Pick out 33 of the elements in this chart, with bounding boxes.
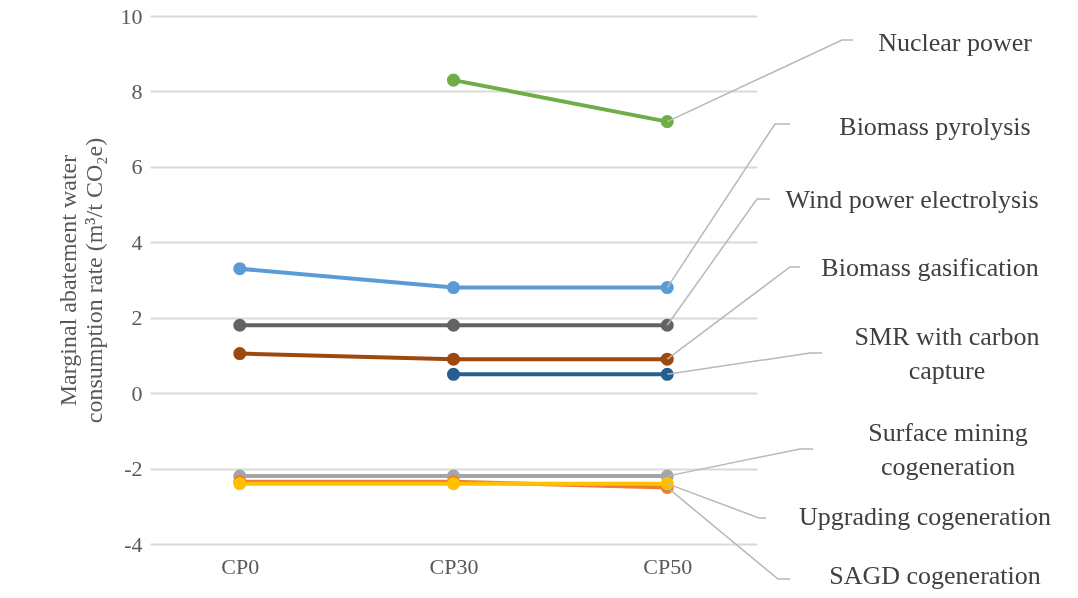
y-tick-label: 0 [131,380,143,406]
x-tick-label: CP50 [643,553,693,579]
text: SMR with carbon capture [854,322,1040,385]
text: Upgrading cogeneration [799,502,1051,531]
point [446,367,461,381]
text: Biomass pyrolysis [839,112,1031,141]
point [660,318,674,332]
point [660,115,674,129]
y-axis-title: Marginal abatement water consumption rate (m³/t CO₂e) [54,137,107,424]
point [233,347,247,361]
y-tick-label: -4 [124,531,143,557]
text: Biomass gasification [821,253,1039,282]
text: Wind power electrolysis [785,185,1039,214]
y-tick-label: 4 [131,229,143,255]
y-tick-label: 8 [131,78,143,104]
text: Nuclear power [878,28,1033,57]
point [660,281,674,295]
point [446,318,461,332]
point [446,281,461,295]
y-tick-label: 10 [120,3,143,29]
y-tick-label: 2 [131,305,143,331]
y-tick-label: 6 [131,154,143,180]
point [660,367,674,381]
point [446,73,461,87]
text: Surface mining cogeneration [868,418,1028,481]
point [660,352,674,366]
y-tick-label: -2 [124,456,143,482]
x-tick-label: CP0 [221,553,260,579]
point [233,318,247,332]
text: SAGD cogeneration [829,561,1041,590]
point [233,262,247,276]
x-tick-label: CP30 [429,553,479,579]
point [446,352,461,366]
